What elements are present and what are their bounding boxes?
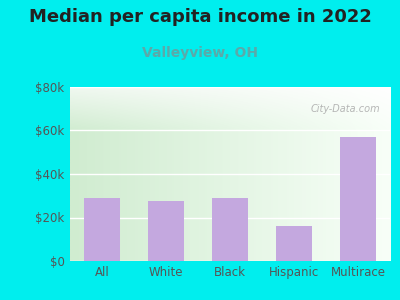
Text: Valleyview, OH: Valleyview, OH (142, 46, 258, 61)
Bar (148, 201, 184, 261)
Bar (212, 198, 248, 261)
Text: City-Data.com: City-Data.com (311, 104, 380, 114)
Bar (84, 198, 120, 261)
Bar (276, 226, 312, 261)
Text: Median per capita income in 2022: Median per capita income in 2022 (28, 8, 372, 26)
Bar (340, 137, 376, 261)
